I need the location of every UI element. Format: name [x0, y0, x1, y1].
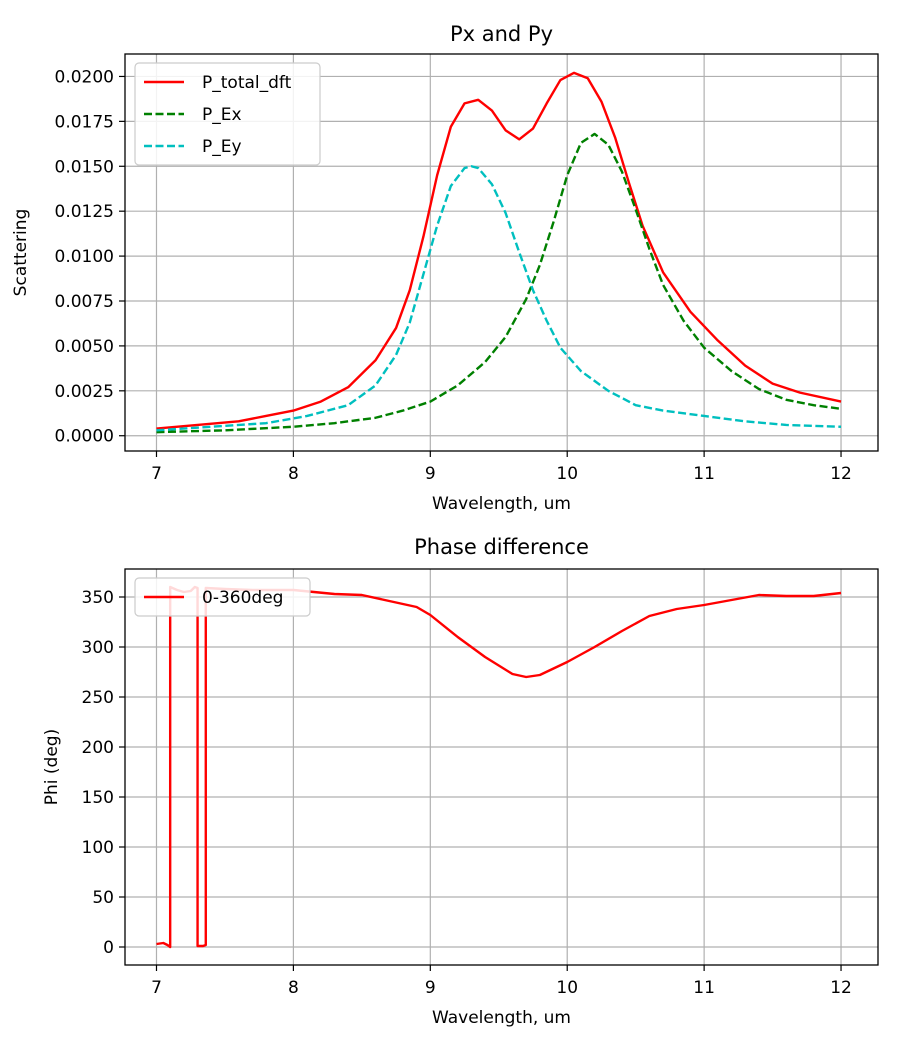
legend-box: [134, 577, 311, 617]
x-axis-label: Wavelength, um: [432, 1008, 571, 1028]
plot-frame: [124, 568, 879, 966]
y-tick-label: 0.0075: [55, 292, 114, 312]
series-line-p-ey: [156, 165, 842, 432]
y-tick-label: 100: [82, 838, 114, 858]
y-tick-label: 0.0150: [55, 157, 114, 177]
y-tick-label: 0.0000: [55, 427, 114, 447]
y-tick-label: 0.0100: [55, 247, 114, 267]
chart-title: Phase difference: [414, 535, 589, 559]
legend-label: P_total_dft: [202, 73, 292, 93]
series-line-p-ex: [156, 132, 842, 434]
y-tick-label: 300: [82, 638, 114, 658]
x-tick-label: 10: [556, 978, 578, 998]
legend: 0-360deg: [134, 577, 311, 617]
x-axis-label: Wavelength, um: [432, 494, 571, 514]
legend-box: [134, 62, 321, 166]
x-tick-label: 9: [425, 464, 436, 484]
y-tick-label: 0.0025: [55, 382, 114, 402]
legend-label: P_Ey: [202, 137, 242, 157]
x-tick-label: 12: [830, 464, 852, 484]
plot-frame: [124, 53, 879, 452]
legend: P_total_dft P_Ex P_Ey: [134, 62, 321, 166]
x-tick-label: 7: [151, 978, 162, 998]
chart-1: 7 8 9 10 11 12 0.0000 0.0025 0.0050 0.0075 0.0100 0…: [11, 22, 879, 514]
y-tick-label: 0.0125: [55, 202, 114, 222]
series-line-p-total-dft: [156, 71, 842, 430]
y-tick-label: 0.0050: [55, 337, 114, 357]
x-tick-label: 9: [425, 978, 436, 998]
x-tick-label: 11: [693, 978, 715, 998]
x-tick-label: 12: [830, 978, 852, 998]
chart-title: Px and Py: [450, 22, 553, 46]
y-axis-label: Scattering: [11, 209, 31, 297]
y-tick-label: 250: [82, 688, 114, 708]
legend-label: 0-360deg: [202, 588, 283, 608]
y-tick-label: 50: [92, 888, 114, 908]
y-tick-label: 350: [82, 588, 114, 608]
x-tick-label: 7: [151, 464, 162, 484]
y-tick-label: 0.0200: [55, 67, 114, 87]
x-tick-label: 8: [288, 464, 299, 484]
series-line-0-360deg: [156, 585, 842, 949]
y-tick-label: 0.0175: [55, 112, 114, 132]
chart-2: 7 8 9 10 11 12 0 50 100 150 200 250 300 350 Phase diff…: [42, 535, 879, 1028]
x-tick-label: 10: [556, 464, 578, 484]
legend-label: P_Ex: [202, 105, 242, 125]
y-tick-label: 150: [82, 788, 114, 808]
y-axis-label: Phi (deg): [42, 729, 62, 805]
y-tick-label: 0: [103, 938, 114, 958]
y-tick-label: 200: [82, 738, 114, 758]
x-tick-label: 11: [693, 464, 715, 484]
x-tick-label: 8: [288, 978, 299, 998]
